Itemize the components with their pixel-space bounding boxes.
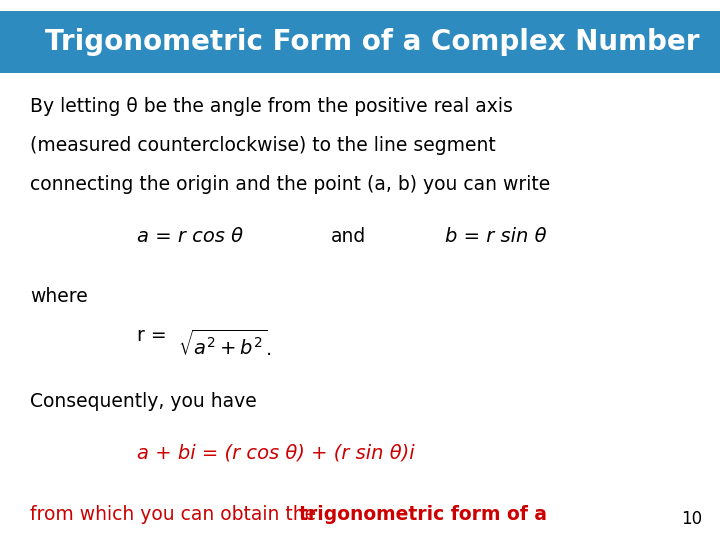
Text: $\sqrt{a^2 + b^2}.$: $\sqrt{a^2 + b^2}.$ — [178, 330, 271, 360]
Text: Consequently, you have: Consequently, you have — [30, 392, 257, 411]
Text: trigonometric form of a: trigonometric form of a — [299, 505, 546, 524]
Text: r =: r = — [137, 326, 172, 345]
Text: By letting θ be the angle from the positive real axis: By letting θ be the angle from the posit… — [30, 97, 513, 116]
Text: b = r sin θ: b = r sin θ — [445, 227, 546, 246]
Text: where: where — [30, 287, 88, 306]
Text: a = r cos θ: a = r cos θ — [137, 227, 243, 246]
Text: 10: 10 — [681, 510, 702, 528]
Bar — [0, 11, 720, 73]
Text: (measured counterclockwise) to the line segment: (measured counterclockwise) to the line … — [30, 136, 496, 155]
Text: Trigonometric Form of a Complex Number: Trigonometric Form of a Complex Number — [45, 28, 699, 56]
Text: from which you can obtain the: from which you can obtain the — [30, 505, 323, 524]
Text: connecting the origin and the point (a, b) you can write: connecting the origin and the point (a, … — [30, 175, 551, 194]
Text: and: and — [331, 227, 366, 246]
Text: a + bi = (r cos θ) + (r sin θ)i: a + bi = (r cos θ) + (r sin θ)i — [137, 443, 415, 462]
